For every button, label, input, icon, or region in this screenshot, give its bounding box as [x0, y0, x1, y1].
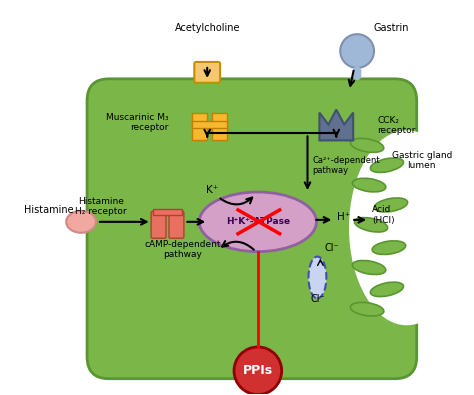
- Ellipse shape: [350, 138, 384, 152]
- Text: Ca²⁺-dependent
pathway: Ca²⁺-dependent pathway: [312, 156, 380, 175]
- Text: Acid
(HCl): Acid (HCl): [372, 205, 395, 225]
- Ellipse shape: [309, 257, 327, 298]
- Ellipse shape: [370, 282, 403, 297]
- Ellipse shape: [352, 261, 386, 275]
- Circle shape: [234, 347, 282, 395]
- Text: Histamine: Histamine: [24, 205, 73, 215]
- Ellipse shape: [370, 158, 403, 173]
- Bar: [153, 209, 182, 215]
- Bar: [192, 113, 207, 140]
- Text: Cl⁻: Cl⁻: [324, 243, 338, 253]
- Ellipse shape: [199, 192, 317, 252]
- Polygon shape: [319, 110, 353, 140]
- Text: cAMP-dependent
pathway: cAMP-dependent pathway: [144, 240, 220, 260]
- Text: CCK₂
receptor: CCK₂ receptor: [377, 116, 415, 135]
- Ellipse shape: [350, 303, 384, 316]
- Ellipse shape: [374, 198, 408, 212]
- FancyBboxPatch shape: [87, 79, 417, 379]
- Bar: [212, 113, 227, 140]
- Text: Cl⁻: Cl⁻: [310, 294, 325, 304]
- Text: K⁺: K⁺: [206, 185, 219, 195]
- Ellipse shape: [352, 178, 386, 192]
- Text: Gastric gland
lumen: Gastric gland lumen: [392, 150, 452, 170]
- Ellipse shape: [355, 218, 388, 232]
- Text: H⁺K⁺-ATPase: H⁺K⁺-ATPase: [226, 217, 290, 226]
- Text: H⁺: H⁺: [337, 212, 351, 222]
- Ellipse shape: [364, 141, 464, 315]
- FancyBboxPatch shape: [169, 211, 184, 238]
- Circle shape: [340, 34, 374, 68]
- Text: Muscarinic M₃
receptor: Muscarinic M₃ receptor: [106, 113, 168, 132]
- Text: Acetylcholine: Acetylcholine: [174, 23, 240, 33]
- Text: Gastrin: Gastrin: [373, 23, 409, 33]
- Ellipse shape: [350, 131, 464, 325]
- Text: PPIs: PPIs: [243, 364, 273, 377]
- FancyBboxPatch shape: [151, 211, 166, 238]
- FancyBboxPatch shape: [194, 62, 220, 83]
- Bar: [192, 120, 227, 128]
- Text: Histamine
H₂ receptor: Histamine H₂ receptor: [75, 197, 127, 216]
- Ellipse shape: [66, 211, 96, 233]
- Ellipse shape: [372, 241, 406, 254]
